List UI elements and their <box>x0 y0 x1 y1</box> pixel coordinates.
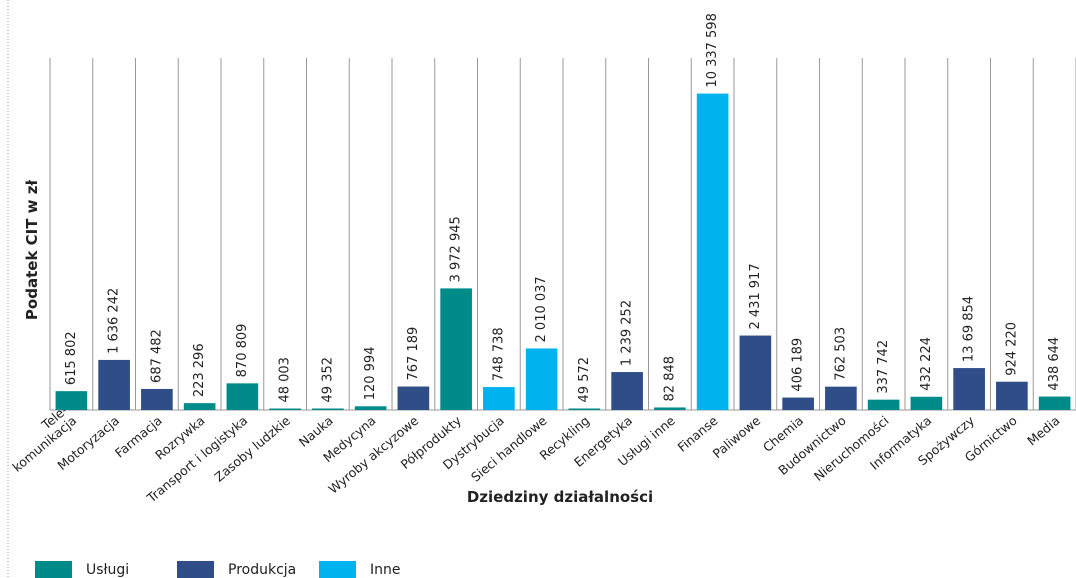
x-tick-label: Sieci handlowe <box>468 413 550 485</box>
value-label: 82 848 <box>662 356 677 402</box>
x-tick-label: Nauka <box>296 413 336 450</box>
bar <box>269 408 301 410</box>
value-label: 337 742 <box>876 340 891 394</box>
value-label: 2 010 037 <box>534 276 549 342</box>
bar <box>867 399 900 410</box>
value-label: 3 972 945 <box>449 216 464 282</box>
value-label: 924 220 <box>1004 322 1019 376</box>
bar <box>354 406 387 410</box>
bar <box>312 408 344 410</box>
legend-swatch <box>177 561 214 578</box>
bar <box>141 388 173 410</box>
bar <box>1038 396 1071 410</box>
value-label: 870 809 <box>235 324 250 378</box>
legend-label: Usługi <box>86 562 129 578</box>
value-label: 432 224 <box>919 337 934 391</box>
value-label: 120 994 <box>363 347 378 401</box>
bar <box>782 397 814 410</box>
value-label: 10 337 598 <box>705 13 720 87</box>
bar <box>483 387 515 410</box>
value-label: 2 431 917 <box>748 263 763 329</box>
x-tick-label: Paliwowe <box>710 413 764 462</box>
value-label: 49 572 <box>577 357 592 403</box>
bar <box>611 372 643 410</box>
bar <box>226 383 259 410</box>
bar <box>696 93 729 410</box>
value-label: 49 352 <box>320 357 335 403</box>
value-label: 1 636 242 <box>107 288 122 354</box>
x-axis-title: Dziedziny działalności <box>467 488 653 506</box>
bar <box>996 381 1028 410</box>
x-tick-label: Media <box>1024 413 1062 449</box>
legend-label: Produkcja <box>228 562 296 578</box>
bar <box>568 408 601 410</box>
bar <box>183 403 216 410</box>
bar <box>397 386 430 410</box>
x-tick-label: Zasoby ludzkie <box>211 413 293 485</box>
value-label: 1 239 252 <box>620 300 635 366</box>
value-label: 48 003 <box>278 357 293 403</box>
x-tick-label: Nieruchomości <box>811 413 892 484</box>
value-label: 687 482 <box>149 329 164 383</box>
bar <box>910 396 943 410</box>
bar <box>825 386 857 410</box>
legend-label: Inne <box>370 562 401 578</box>
bar <box>55 391 88 410</box>
bar <box>654 407 686 410</box>
value-label: 748 738 <box>491 327 506 381</box>
value-label: 13 69 854 <box>962 296 977 362</box>
value-label: 438 644 <box>1047 337 1062 391</box>
value-label: 223 296 <box>192 343 207 397</box>
bar <box>953 368 985 410</box>
legend-swatch <box>35 561 72 578</box>
legend-swatch <box>319 561 356 578</box>
value-label: 406 189 <box>791 338 806 392</box>
bar <box>739 335 772 410</box>
value-label: 615 802 <box>64 331 79 385</box>
bar <box>440 288 472 410</box>
value-label: 767 189 <box>406 327 421 381</box>
value-label: 762 503 <box>833 327 848 381</box>
bar <box>98 359 130 410</box>
y-axis-title: Podatek CIT w zł <box>23 180 41 321</box>
bar <box>525 348 558 410</box>
